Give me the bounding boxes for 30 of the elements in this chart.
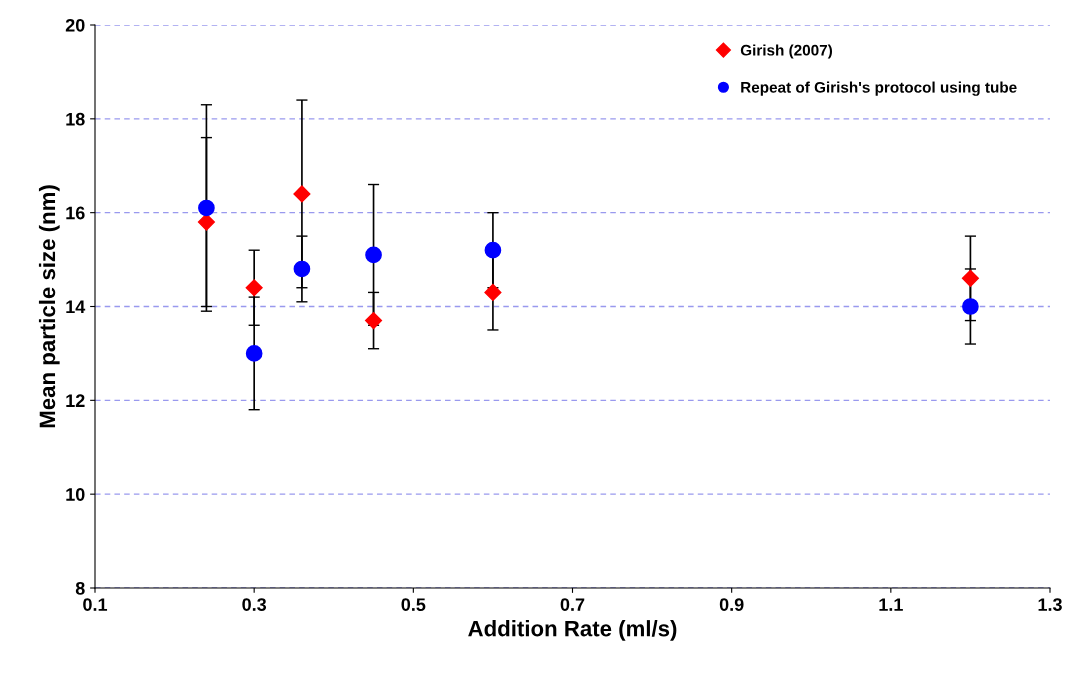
- y-tick-label: 20: [65, 18, 85, 32]
- point: [245, 345, 263, 362]
- y-axis-title: Mean particle size (nm): [38, 185, 60, 428]
- x-tick-label: 0.7: [560, 598, 585, 611]
- point: [484, 241, 502, 259]
- x-tick-label: 0.9: [719, 598, 744, 611]
- y-tick-label: 16: [66, 206, 85, 220]
- point: [364, 312, 383, 330]
- legend-label: Girish (2007): [740, 44, 833, 59]
- y-tick-label: 14: [66, 300, 86, 314]
- x-axis-title: Addition Rate (ml/s): [468, 620, 677, 641]
- y-tick-label: 18: [66, 112, 85, 126]
- x-tick-label: 0.3: [242, 598, 267, 612]
- y-tick-label: 8: [75, 581, 85, 595]
- y-tick-label: 10: [66, 488, 85, 501]
- point: [961, 269, 979, 287]
- x-tick-label: 0.1: [83, 598, 108, 611]
- point: [484, 283, 502, 301]
- point: [197, 213, 215, 231]
- y-tick-label: 12: [66, 394, 85, 407]
- point: [198, 199, 215, 217]
- x-tick-label: 1.3: [1038, 598, 1062, 612]
- point: [293, 185, 311, 203]
- point: [962, 298, 979, 315]
- legend-label: Repeat of Girish's protocol using tube: [741, 81, 1017, 96]
- x-tick-label: 1.1: [879, 598, 903, 611]
- x-tick-label: 0.5: [401, 598, 426, 611]
- point: [365, 246, 382, 264]
- point: [245, 279, 263, 297]
- point: [293, 260, 311, 278]
